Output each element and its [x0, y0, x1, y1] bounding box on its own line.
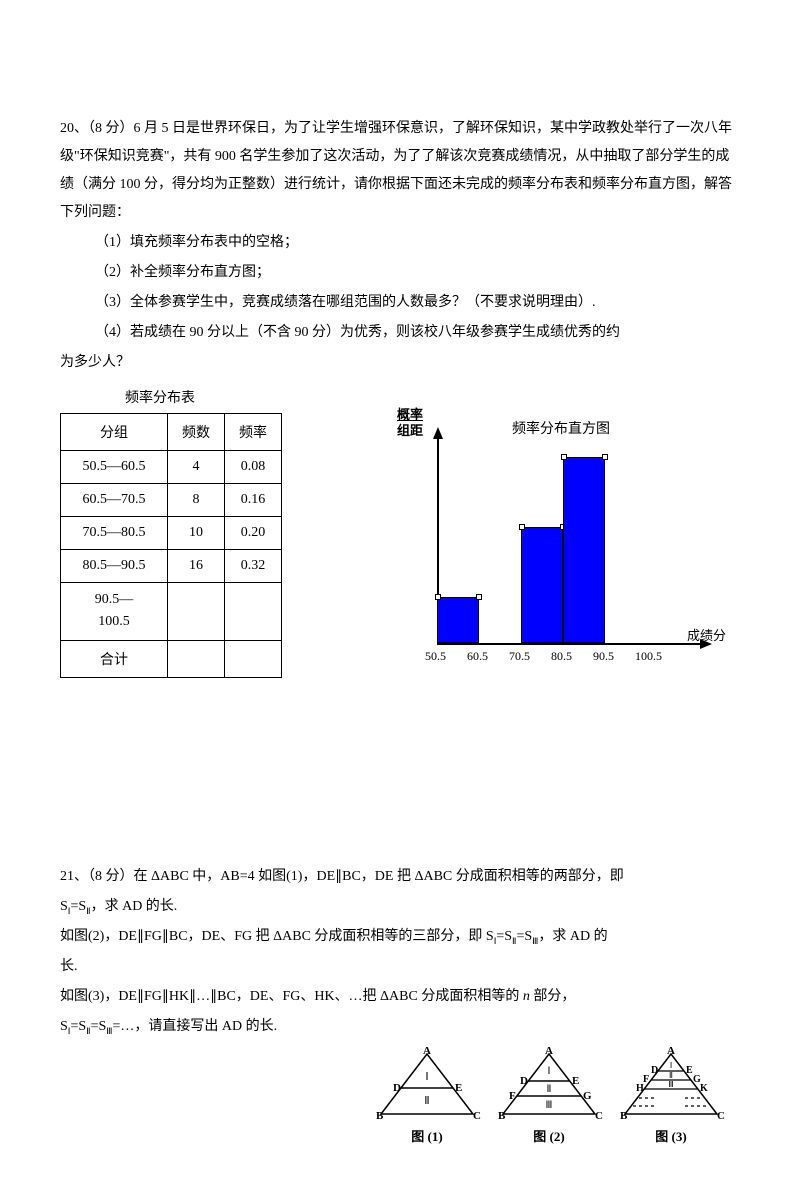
q20-item4b: 为多少人？ — [60, 349, 740, 377]
svg-text:D: D — [393, 1082, 401, 1094]
q20-item1: （1）填充频率分布表中的空格； — [60, 229, 740, 257]
svg-text:E: E — [686, 1065, 693, 1076]
figures-row: A B C D E Ⅰ Ⅱ 图 (1) A B C D E F G Ⅰ Ⅱ Ⅲ … — [60, 1046, 725, 1145]
q20-item4: （4）若成绩在 90 分以上（不含 90 分）为优秀，则该校八年级参赛学生成绩优… — [60, 319, 740, 347]
svg-text:Ⅰ: Ⅰ — [548, 1066, 551, 1077]
chart-title: 频率分布直方图 — [512, 418, 610, 438]
q20-item3: （3）全体参赛学生中，竞赛成绩落在哪组范围的人数最多？（不要求说明理由）. — [60, 289, 740, 317]
svg-text:F: F — [643, 1074, 649, 1085]
svg-text:A: A — [423, 1046, 431, 1057]
svg-text:Ⅲ: Ⅲ — [668, 1080, 674, 1089]
table-row: 80.5—90.5160.32 — [61, 550, 282, 583]
svg-text:B: B — [620, 1110, 628, 1122]
svg-text:A: A — [667, 1046, 675, 1057]
bar-marker — [435, 594, 441, 600]
q21-l3: 如图(2)，DE∥FG∥BC，DE、FG 把 ΔABC 分成面积相等的三部分，即… — [60, 923, 740, 951]
q21-l5: 如图(3)，DE∥FG∥HK∥…∥BC，DE、FG、HK、…把 ΔABC 分成面… — [60, 983, 740, 1011]
svg-text:E: E — [572, 1075, 579, 1087]
q20-item2: （2）补全频率分布直方图； — [60, 259, 740, 287]
svg-text:Ⅱ: Ⅱ — [547, 1084, 552, 1095]
triangle-2-svg: A B C D E F G Ⅰ Ⅱ Ⅲ — [495, 1046, 603, 1124]
triangle-1-svg: A B C D E Ⅰ Ⅱ — [373, 1046, 481, 1124]
fig1-caption: 图 (1) — [373, 1126, 481, 1145]
triangle-3-svg: A B C D E F G H K Ⅰ Ⅱ Ⅲ — [617, 1046, 725, 1124]
fig2-caption: 图 (2) — [495, 1126, 603, 1145]
svg-text:Ⅰ: Ⅰ — [670, 1061, 672, 1070]
x-tick-label: 60.5 — [467, 649, 488, 664]
q20-heading: 20、（8 分）6 月 5 日是世界环保日，为了让学生增强环保意识，了解环保知识… — [60, 115, 740, 227]
svg-text:H: H — [636, 1083, 644, 1094]
svg-text:C: C — [717, 1110, 725, 1122]
figure-2: A B C D E F G Ⅰ Ⅱ Ⅲ 图 (2) — [495, 1046, 603, 1145]
bar-marker — [602, 454, 608, 460]
svg-text:Ⅰ: Ⅰ — [425, 1071, 428, 1083]
table-row: 50.5—60.540.08 — [61, 451, 282, 484]
th-group: 分组 — [61, 414, 168, 451]
svg-text:D: D — [520, 1075, 528, 1087]
x-tick-label: 80.5 — [551, 649, 572, 664]
svg-text:D: D — [651, 1065, 658, 1076]
x-tick-label: 90.5 — [593, 649, 614, 664]
table-header-row: 分组 频数 频率 — [61, 414, 282, 451]
x-tick-label: 70.5 — [509, 649, 530, 664]
histogram-bar — [437, 597, 479, 643]
freq-table-title: 频率分布表 — [60, 387, 260, 407]
x-tick-label: 100.5 — [635, 649, 662, 664]
svg-text:B: B — [498, 1110, 506, 1122]
y-axis-label: 概率 组距 — [397, 407, 423, 438]
x-tick-label: 50.5 — [425, 649, 446, 664]
table-row: 70.5—80.5100.20 — [61, 517, 282, 550]
bar-marker — [476, 594, 482, 600]
histogram-bar — [521, 527, 563, 643]
q21-l2: SⅠ=SⅡ，求 AD 的长. — [60, 893, 740, 921]
bar-marker — [519, 524, 525, 530]
histogram-chart: 概率 组距 频率分布直方图 50.560.570.580.590.5100.5成… — [352, 413, 732, 683]
table-row: 90.5—100.5 — [61, 583, 282, 641]
x-axis-title: 成绩分 — [687, 625, 726, 644]
svg-text:C: C — [595, 1110, 603, 1122]
frequency-table: 分组 频数 频率 50.5—60.540.08 60.5—70.580.16 7… — [60, 413, 282, 678]
svg-text:C: C — [473, 1110, 481, 1122]
q21-l6: SⅠ=SⅡ=SⅢ=…，请直接写出 AD 的长. — [60, 1013, 740, 1041]
svg-text:F: F — [509, 1090, 516, 1102]
svg-text:E: E — [455, 1082, 462, 1094]
x-axis — [437, 643, 702, 645]
fig3-caption: 图 (3) — [617, 1126, 725, 1145]
bar-marker — [561, 454, 567, 460]
th-freq: 频率 — [225, 414, 282, 451]
svg-text:Ⅱ: Ⅱ — [424, 1095, 429, 1107]
figure-1: A B C D E Ⅰ Ⅱ 图 (1) — [373, 1046, 481, 1145]
svg-text:G: G — [583, 1090, 592, 1102]
table-row: 合计 — [61, 640, 282, 677]
svg-text:B: B — [376, 1110, 384, 1122]
q21-l4: 长. — [60, 953, 740, 981]
q21-l1: 21、（8 分）在 ΔABC 中，AB=4 如图(1)，DE∥BC，DE 把 Δ… — [60, 863, 740, 891]
figure-3: A B C D E F G H K Ⅰ Ⅱ Ⅲ 图 (3) — [617, 1046, 725, 1145]
svg-text:K: K — [700, 1083, 708, 1094]
table-row: 60.5—70.580.16 — [61, 484, 282, 517]
svg-text:Ⅱ: Ⅱ — [669, 1071, 673, 1080]
svg-text:Ⅲ: Ⅲ — [546, 1100, 553, 1111]
svg-text:A: A — [545, 1046, 553, 1057]
th-count: 频数 — [168, 414, 225, 451]
y-axis-arrow-icon — [433, 427, 443, 439]
histogram-bar — [563, 457, 605, 643]
